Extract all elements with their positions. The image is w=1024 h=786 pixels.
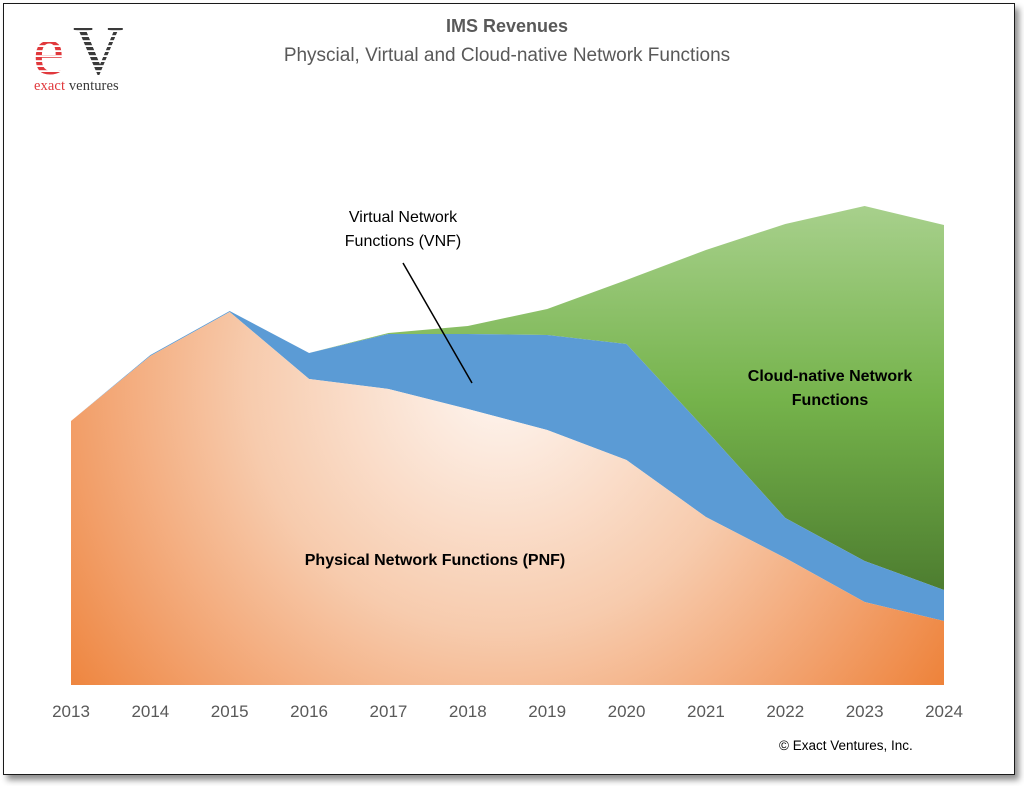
vnf-leader-line (402, 262, 473, 384)
logo-word-exact: exact (34, 78, 66, 94)
cnf-label-line2: Functions (791, 392, 869, 409)
chart-title: IMS Revenues (445, 16, 569, 36)
x-axis-label-2016: 2016 (290, 702, 328, 721)
copyright-notice: © Exact Ventures, Inc. (779, 738, 913, 753)
pnf-area (71, 312, 944, 685)
cnf-label: Cloud-native Network Functions (720, 365, 940, 413)
vnf-label: Virtual Network Functions (VNF) (318, 206, 488, 254)
chart-subtitle: Physcial, Virtual and Cloud-native Netwo… (283, 45, 731, 66)
vnf-label-line1: Virtual Network (348, 209, 458, 226)
logo-e: e (33, 22, 64, 90)
pnf-label: Physical Network Functions (PNF) (304, 552, 566, 569)
x-axis-label-2018: 2018 (448, 702, 487, 721)
x-axis-label-2021: 2021 (686, 702, 725, 721)
vnf-area (71, 311, 944, 621)
x-axis-label-2020: 2020 (607, 702, 646, 721)
cnf-area (71, 206, 944, 590)
vnf-label-line2: Functions (VNF) (344, 233, 462, 250)
x-axis-label-2017: 2017 (369, 702, 408, 721)
x-axis-label-2023: 2023 (845, 702, 884, 721)
x-axis-label-2013: 2013 (52, 702, 90, 721)
cnf-label-line1: Cloud-native Network (747, 368, 913, 385)
logo-wordmark: exact ventures (34, 78, 119, 95)
exact-ventures-logo-icon: e V (33, 22, 124, 90)
x-axis-label-2024: 2024 (925, 702, 963, 721)
x-axis-label-2014: 2014 (131, 702, 170, 721)
x-axis-label-2015: 2015 (210, 702, 249, 721)
x-axis-label-2022: 2022 (766, 702, 805, 721)
logo-v: V (73, 22, 124, 90)
logo-word-ventures: ventures (68, 78, 119, 94)
x-axis-label-2019: 2019 (528, 702, 567, 721)
